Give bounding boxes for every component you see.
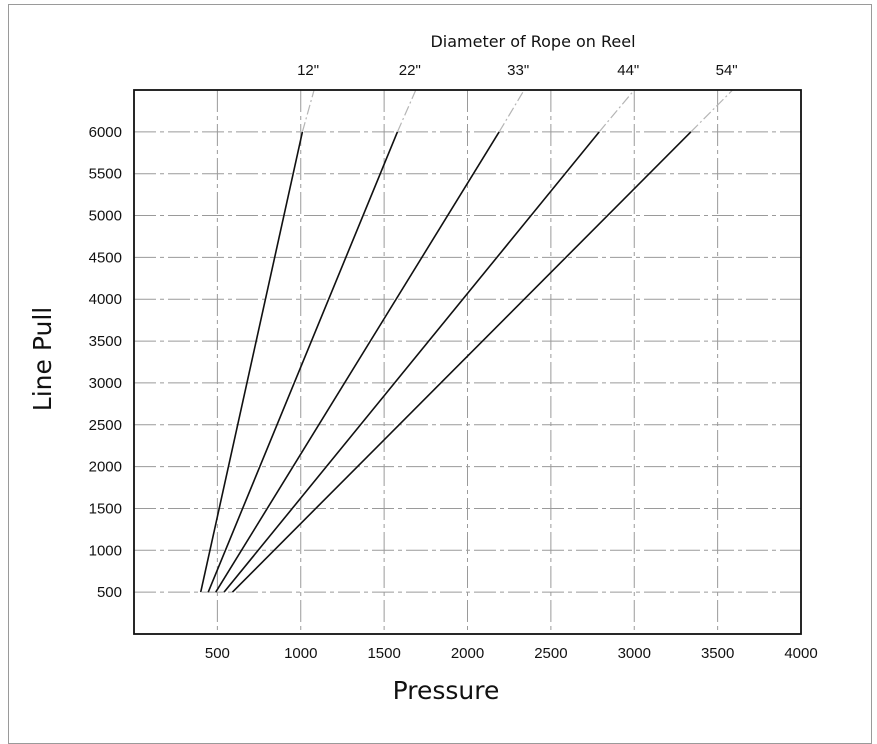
y-tick-label: 3000: [89, 375, 122, 392]
x-tick-label: 1500: [367, 645, 400, 662]
y-tick-label: 500: [97, 584, 122, 601]
y-tick-label: 3500: [89, 333, 122, 350]
x-tick-label: 3000: [618, 645, 651, 662]
series-line: [207, 131, 399, 593]
plot-border: [133, 89, 802, 635]
x-tick-label: 3500: [701, 645, 734, 662]
series-extension: [690, 89, 734, 133]
series-line: [199, 131, 304, 593]
series-extension: [396, 89, 417, 133]
series-label: 33": [507, 62, 529, 79]
y-tick-label: 4500: [89, 249, 122, 266]
x-tick-label: 4000: [784, 645, 817, 662]
series-label: 22": [399, 62, 421, 79]
series-extension: [598, 89, 635, 133]
series-line: [215, 131, 500, 593]
x-axis-title: Pressure: [393, 676, 500, 705]
y-tick-label: 4000: [89, 291, 122, 308]
y-tick-label: 2500: [89, 417, 122, 434]
series-label: 54": [716, 62, 738, 79]
line-pull-chart: Diameter of Rope on Reel Pressure Line P…: [28, 32, 818, 705]
chart-frame: [8, 4, 872, 744]
x-tick-label: 500: [205, 645, 230, 662]
series-line: [223, 131, 600, 593]
y-tick-label: 5500: [89, 166, 122, 183]
y-tick-label: 5000: [89, 208, 122, 225]
x-tick-label: 2000: [451, 645, 484, 662]
x-tick-label: 1000: [284, 645, 317, 662]
y-axis-title: Line Pull: [28, 307, 57, 411]
series-line: [231, 131, 692, 593]
series-label: 44": [617, 62, 639, 79]
chart-title: Diameter of Rope on Reel: [430, 32, 635, 51]
series-extension: [498, 89, 525, 133]
y-tick-label: 1000: [89, 542, 122, 559]
series-label: 12": [297, 62, 319, 79]
series-extension: [301, 89, 315, 133]
y-tick-label: 2000: [89, 459, 122, 476]
x-tick-label: 2500: [534, 645, 567, 662]
y-tick-label: 6000: [89, 124, 122, 141]
y-tick-label: 1500: [89, 500, 122, 517]
